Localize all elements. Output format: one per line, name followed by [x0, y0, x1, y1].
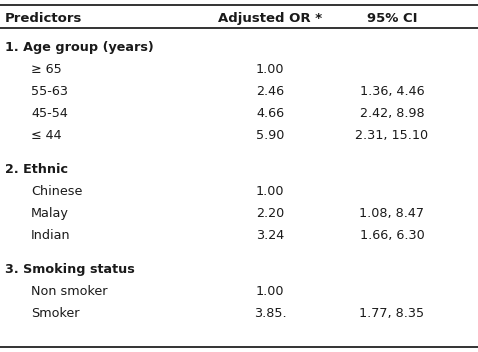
Text: Predictors: Predictors: [5, 12, 82, 25]
Text: ≤ 44: ≤ 44: [31, 129, 62, 142]
Text: 5.90: 5.90: [256, 129, 284, 142]
Text: 55-63: 55-63: [31, 85, 68, 98]
Text: Adjusted OR *: Adjusted OR *: [218, 12, 322, 25]
Text: 1.66, 6.30: 1.66, 6.30: [359, 229, 424, 242]
Text: 2.46: 2.46: [256, 85, 284, 98]
Text: 1. Age group (years): 1. Age group (years): [5, 40, 153, 54]
Text: Indian: Indian: [31, 229, 71, 242]
Text: 1.00: 1.00: [256, 185, 284, 198]
Text: Chinese: Chinese: [31, 185, 82, 198]
Text: 95% CI: 95% CI: [367, 12, 417, 25]
Text: ≥ 65: ≥ 65: [31, 63, 62, 76]
Text: Non smoker: Non smoker: [31, 285, 108, 298]
Text: 1.00: 1.00: [256, 63, 284, 76]
Text: 1.36, 4.46: 1.36, 4.46: [359, 85, 424, 98]
Text: 3.24: 3.24: [256, 229, 284, 242]
Text: 4.66: 4.66: [256, 107, 284, 120]
Text: 3. Smoking status: 3. Smoking status: [5, 263, 134, 276]
Text: 1.77, 8.35: 1.77, 8.35: [359, 307, 424, 320]
Text: 2.20: 2.20: [256, 207, 284, 220]
Text: 1.08, 8.47: 1.08, 8.47: [359, 207, 424, 220]
Text: 2. Ethnic: 2. Ethnic: [5, 163, 68, 176]
Text: Smoker: Smoker: [31, 307, 79, 320]
Text: 1.00: 1.00: [256, 285, 284, 298]
Text: 3.85.: 3.85.: [254, 307, 286, 320]
Text: 2.31, 15.10: 2.31, 15.10: [356, 129, 428, 142]
Text: 2.42, 8.98: 2.42, 8.98: [359, 107, 424, 120]
Text: Malay: Malay: [31, 207, 69, 220]
Text: 45-54: 45-54: [31, 107, 68, 120]
